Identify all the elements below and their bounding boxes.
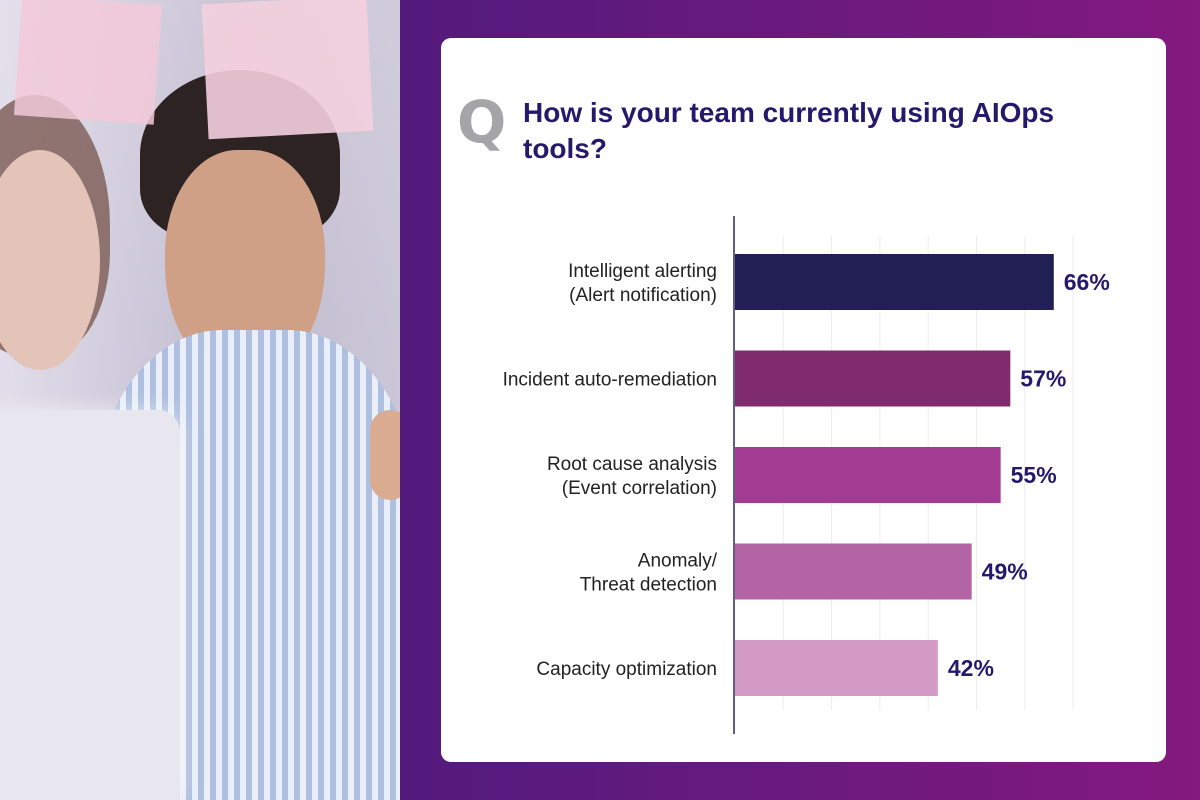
- background-photo: [0, 0, 400, 800]
- bar: [735, 254, 1054, 310]
- bar: [735, 447, 1001, 503]
- category-label: Root cause analysis: [547, 454, 717, 475]
- bar: [735, 350, 1011, 407]
- data-label: 49%: [982, 559, 1028, 585]
- photo-hand: [370, 410, 400, 500]
- photo-sticky-note: [201, 0, 374, 140]
- photo-sticky-note: [13, 0, 163, 125]
- data-label: 42%: [948, 655, 994, 681]
- category-label: (Event correlation): [562, 478, 717, 499]
- photo-person-woman-face: [0, 150, 100, 370]
- category-label: Anomaly/: [638, 551, 718, 572]
- chart-title: How is your team currently using AIOps t…: [523, 97, 1055, 164]
- category-label: Intelligent alerting: [568, 261, 717, 282]
- bar: [735, 543, 972, 600]
- photo-laptop: [0, 410, 180, 800]
- bar-chart: 66% Intelligent alerting (Alert notificati…: [503, 216, 1110, 734]
- category-label: Capacity optimization: [536, 659, 717, 680]
- data-label: 57%: [1020, 366, 1066, 392]
- bar: [735, 640, 938, 696]
- category-label: Threat detection: [580, 575, 717, 596]
- category-label: (Alert notification): [569, 285, 717, 306]
- data-label: 66%: [1064, 269, 1110, 295]
- survey-card: Q How is your team currently using AIOps…: [441, 38, 1166, 762]
- question-q-icon: Q: [457, 88, 507, 156]
- data-label: 55%: [1011, 462, 1057, 488]
- category-label: Incident auto-remediation: [503, 370, 717, 391]
